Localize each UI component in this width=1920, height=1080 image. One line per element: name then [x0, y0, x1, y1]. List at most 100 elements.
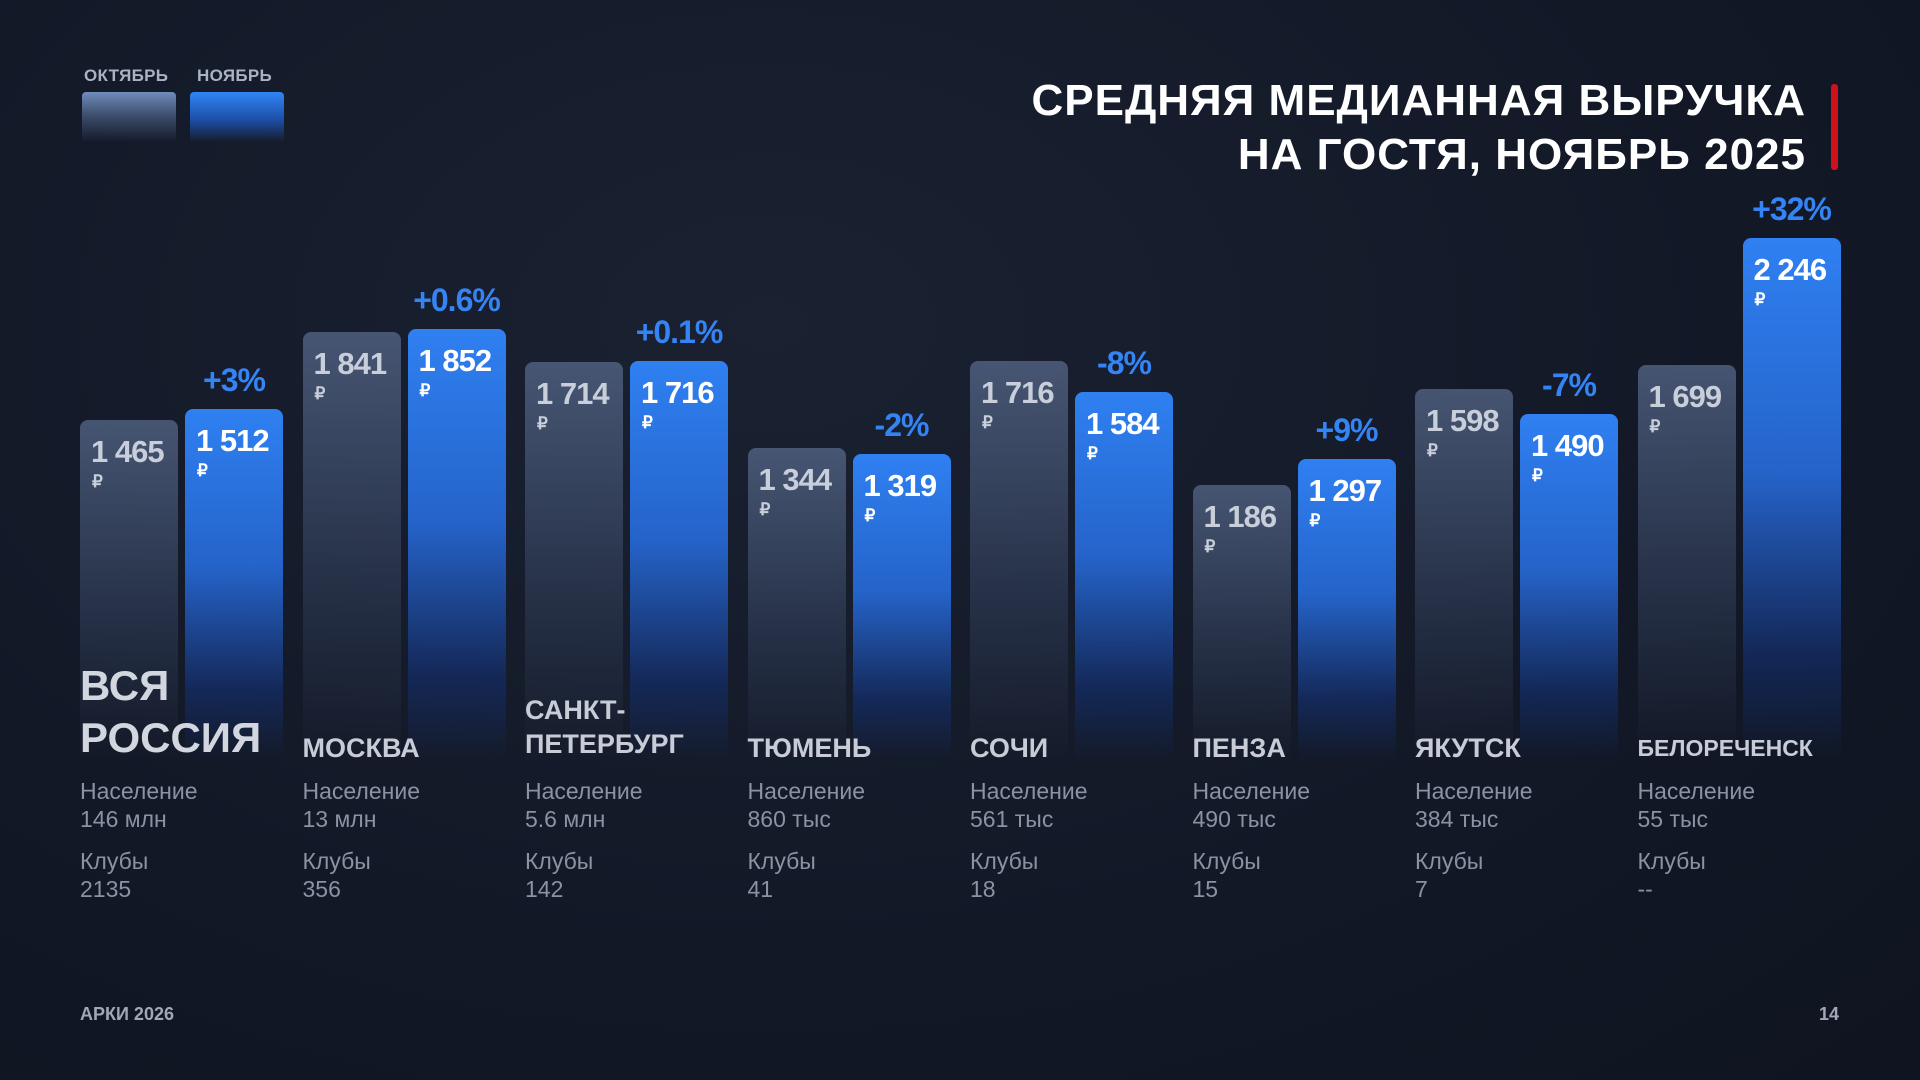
- currency-label: ₽: [864, 505, 876, 525]
- bar-value-label: 1 344: [758, 461, 833, 497]
- october-bar: 1 714 ₽: [525, 361, 623, 760]
- footer-brand: АРКИ 2026: [80, 1004, 174, 1024]
- population-label: Население: [970, 778, 1088, 804]
- clubs-value: 7: [1415, 876, 1428, 902]
- clubs-label: Клубы: [1637, 848, 1706, 874]
- change-percent-label: +0.1%: [635, 314, 724, 351]
- november-bar: 1 584 ₽: [1075, 391, 1173, 760]
- october-bar: 1 699 ₽: [1637, 365, 1736, 760]
- city-name: МОСКВА: [302, 733, 420, 763]
- city-name: ПЕНЗА: [1192, 733, 1286, 763]
- page-number: 14: [1818, 1004, 1839, 1024]
- currency-label: ₽: [1649, 417, 1661, 437]
- currency-label: ₽: [1532, 465, 1543, 485]
- population-label: Население: [747, 778, 865, 804]
- october-bar: 1 344 ₽: [747, 447, 846, 760]
- change-percent-label: -2%: [874, 406, 930, 443]
- october-bar: 1 598 ₽: [1415, 388, 1513, 760]
- population-value: 13 млн: [302, 806, 377, 832]
- change-percent-label: +3%: [203, 361, 266, 398]
- clubs-label: Клубы: [80, 848, 149, 874]
- october-bar: 1 716 ₽: [970, 361, 1068, 760]
- clubs-value: 356: [302, 876, 341, 902]
- november-bar: 2 246 ₽: [1742, 237, 1841, 760]
- bar-value-label: 1 699: [1648, 379, 1723, 415]
- clubs-value: 142: [525, 876, 564, 902]
- currency-label: ₽: [537, 413, 548, 433]
- change-percent-label: -8%: [1097, 344, 1152, 381]
- clubs-label: Клубы: [970, 848, 1039, 874]
- title-line-2: НА ГОСТЯ, НОЯБРЬ 2025: [1237, 130, 1806, 179]
- clubs-label: Клубы: [1192, 848, 1261, 874]
- title-line-1: СРЕДНЯЯ МЕДИАННАЯ ВЫРУЧКА: [1031, 76, 1806, 125]
- population-value: 384 тыс: [1415, 806, 1499, 832]
- clubs-label: Клубы: [747, 848, 816, 874]
- currency-label: ₽: [314, 384, 326, 404]
- bar-value-label: 2 246: [1753, 251, 1828, 287]
- bar-value-label: 1 490: [1531, 427, 1605, 463]
- city-name: ТЮМЕНЬ: [747, 733, 872, 763]
- change-percent-label: +32%: [1752, 190, 1832, 227]
- november-bar: 1 490 ₽: [1520, 413, 1618, 760]
- currency-label: ₽: [197, 460, 208, 480]
- clubs-label: Клубы: [302, 848, 371, 874]
- currency-label: ₽: [1427, 440, 1438, 460]
- population-value: 561 тыс: [970, 806, 1054, 832]
- population-label: Население: [1637, 778, 1755, 804]
- title-accent-bar: [1831, 84, 1838, 170]
- page-title: СРЕДНЯЯ МЕДИАННАЯ ВЫРУЧКА НА ГОСТЯ, НОЯБ…: [1031, 74, 1806, 182]
- legend-november-swatch: [190, 92, 284, 142]
- population-value: 490 тыс: [1192, 806, 1276, 832]
- bar-value-label: 1 465: [91, 433, 165, 469]
- clubs-value: 2135: [80, 876, 132, 902]
- bar-value-label: 1 714: [536, 375, 610, 411]
- currency-label: ₽: [92, 471, 103, 491]
- currency-label: ₽: [1204, 536, 1216, 556]
- population-label: Население: [1192, 778, 1310, 804]
- city-name: САНКТ-ПЕТЕРБУРГ: [525, 695, 684, 759]
- currency-label: ₽: [419, 381, 431, 401]
- city-name: ВСЯ РОССИЯ: [80, 662, 262, 761]
- november-bar: 1 319 ₽: [852, 453, 951, 760]
- bar-value-label: 1 716: [641, 375, 715, 411]
- bar-value-label: 1 716: [981, 375, 1055, 411]
- november-bar: 1 297 ₽: [1297, 458, 1396, 760]
- population-label: Население: [80, 778, 198, 804]
- clubs-value: --: [1637, 876, 1653, 902]
- bar-value-label: 1 297: [1308, 472, 1383, 508]
- currency-label: ₽: [982, 413, 993, 433]
- clubs-value: 15: [1192, 876, 1219, 902]
- bar-value-label: 1 598: [1426, 402, 1500, 438]
- legend-november-label: НОЯБРЬ: [197, 66, 273, 85]
- currency-label: ₽: [759, 499, 771, 519]
- november-bar: 1 512 ₽: [185, 408, 283, 760]
- clubs-label: Клубы: [525, 848, 594, 874]
- currency-label: ₽: [1309, 510, 1321, 530]
- currency-label: ₽: [1754, 289, 1766, 309]
- population-value: 860 тыс: [747, 806, 831, 832]
- bar-value-label: 1 584: [1086, 405, 1160, 441]
- october-bar: 1 841 ₽: [302, 332, 401, 760]
- october-bar: 1 186 ₽: [1192, 484, 1291, 760]
- city-name: ЯКУТСК: [1415, 733, 1521, 763]
- change-percent-label: -7%: [1542, 366, 1597, 403]
- change-percent-label: +9%: [1315, 411, 1379, 448]
- legend-october-label: ОКТЯБРЬ: [84, 66, 169, 85]
- bar-value-label: 1 319: [863, 467, 938, 503]
- bar-value-label: 1 186: [1203, 498, 1278, 534]
- currency-label: ₽: [642, 413, 653, 433]
- november-bar: 1 716 ₽: [630, 361, 728, 760]
- change-percent-label: +0.6%: [413, 282, 501, 319]
- population-label: Население: [1415, 778, 1533, 804]
- population-label: Население: [302, 778, 420, 804]
- currency-label: ₽: [1087, 443, 1098, 463]
- legend-october-swatch: [82, 92, 176, 142]
- population-value: 146 млн: [80, 806, 167, 832]
- population-label: Население: [525, 778, 643, 804]
- clubs-value: 18: [970, 876, 996, 902]
- city-name: БЕЛОРЕЧЕНСК: [1637, 735, 1813, 761]
- bar-value-label: 1 512: [196, 422, 270, 458]
- october-bar: 1 465 ₽: [80, 419, 178, 760]
- bar-value-label: 1 852: [418, 343, 493, 379]
- clubs-value: 41: [747, 876, 774, 902]
